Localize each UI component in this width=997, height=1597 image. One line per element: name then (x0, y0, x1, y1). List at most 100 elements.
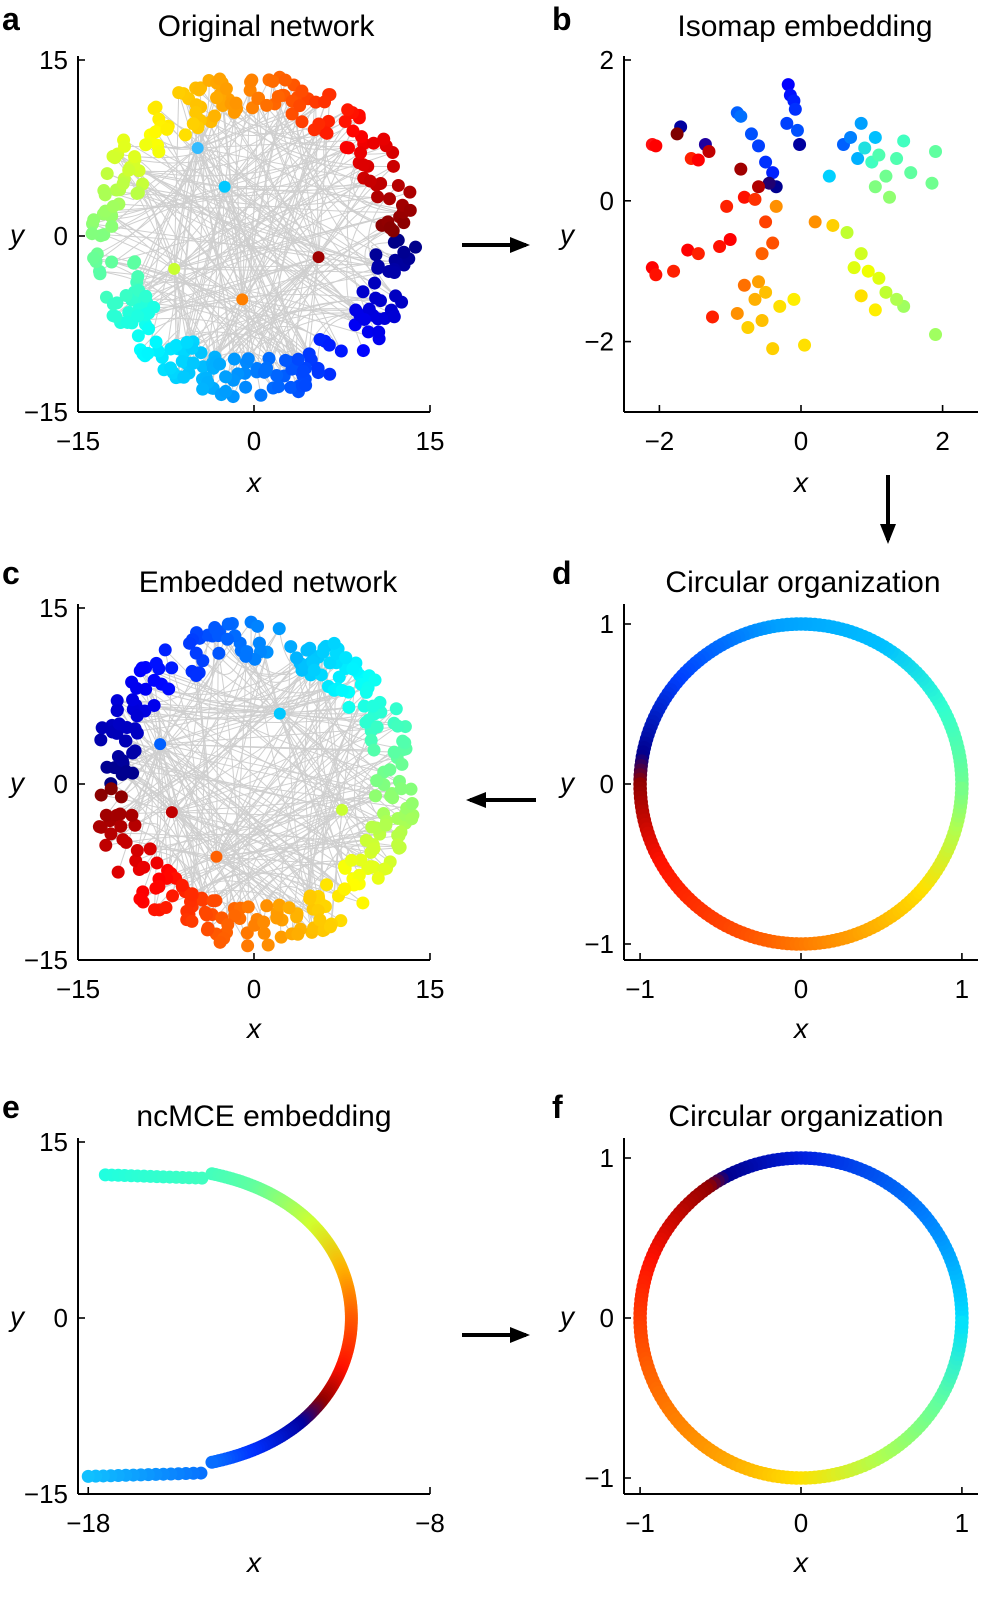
network-edge (257, 626, 354, 879)
panel-b: b Isomap embedding −2 0 2 −2 0 2 x y (552, 1, 978, 498)
data-point (890, 152, 904, 166)
network-node (274, 930, 288, 944)
y-tick-label: −1 (584, 1463, 614, 1493)
network-node (397, 245, 411, 259)
network-edge (135, 744, 161, 861)
x-tick-label: 0 (794, 974, 808, 1004)
network-node (186, 117, 200, 131)
network-edge (99, 270, 214, 369)
network-edge (125, 209, 411, 296)
network-node (396, 734, 410, 748)
y-tick-label: 15 (39, 593, 68, 623)
network-node (99, 838, 113, 852)
network-edge (353, 164, 404, 213)
network-node (284, 640, 298, 654)
network-node (291, 927, 305, 941)
network-node (100, 760, 114, 774)
network-edge (216, 648, 325, 857)
network-node (322, 338, 336, 352)
network-node (339, 651, 353, 665)
network-node (239, 649, 253, 663)
arrow-head (510, 237, 530, 253)
data-point (737, 190, 751, 204)
network-node (359, 685, 373, 699)
network-edge (144, 710, 195, 894)
hub-node (218, 180, 231, 193)
x-tick-label: −1 (625, 974, 655, 1004)
network-edge (105, 210, 243, 300)
network-node (111, 865, 125, 879)
network-node (377, 132, 391, 146)
arrow-head (466, 792, 486, 808)
data-point (691, 247, 705, 261)
x-tick-label: −8 (415, 1508, 445, 1538)
network-edge (144, 710, 376, 797)
network-edge (106, 657, 347, 816)
data-point (769, 199, 783, 213)
curve-node (81, 1469, 95, 1483)
network-node (147, 698, 161, 712)
network-node (228, 909, 242, 923)
y-tick-label: −15 (24, 1479, 68, 1509)
network-node (221, 617, 235, 631)
network-node (320, 878, 334, 892)
network-node (219, 370, 233, 384)
network-edge (219, 222, 404, 365)
network-node (213, 357, 227, 371)
network-node (387, 266, 401, 280)
network-node (193, 82, 207, 96)
network-edge (160, 726, 406, 745)
network-node (323, 920, 337, 934)
network-node (368, 673, 382, 687)
network-node (391, 719, 405, 733)
network-edge (111, 215, 175, 270)
data-point (752, 139, 766, 153)
data-point (748, 292, 762, 306)
network-edge (117, 103, 276, 159)
network-node (93, 267, 107, 281)
network-node (285, 107, 299, 121)
network-edge (216, 749, 375, 858)
network-node (158, 643, 172, 657)
data-point (752, 275, 766, 289)
network-edge (212, 112, 353, 369)
panel-f: f Circular organization −1 0 1 −1 0 1 x y (552, 1089, 978, 1578)
network-node (98, 188, 112, 202)
network-node (364, 860, 378, 874)
y-tick-label: 1 (600, 609, 614, 639)
data-point (720, 199, 734, 213)
data-point (723, 233, 737, 247)
network-node (342, 700, 356, 714)
network-node (118, 139, 132, 153)
network-node (131, 270, 145, 284)
network-node (128, 255, 142, 269)
network-node (403, 203, 417, 217)
network-edge (224, 186, 319, 373)
network-node (290, 651, 304, 665)
data-point (706, 310, 719, 324)
network-node (371, 871, 385, 885)
network-node (254, 388, 268, 402)
network-node (199, 908, 213, 922)
network-edge (147, 331, 270, 359)
network-edge (191, 780, 400, 907)
y-tick-label: −15 (24, 945, 68, 975)
data-point (781, 78, 795, 92)
data-point (858, 141, 872, 155)
panel-letter: f (552, 1089, 563, 1125)
y-tick-label: 0 (54, 1303, 68, 1333)
network-node (219, 384, 233, 398)
network-edge (134, 822, 161, 851)
data-point (808, 215, 822, 229)
data-point (883, 190, 896, 204)
x-axis-label: x (792, 1547, 809, 1578)
network-edge (215, 634, 242, 909)
data-point (854, 289, 868, 303)
data-point (844, 130, 858, 144)
network-edge (227, 684, 362, 925)
x-tick-label: 1 (955, 1508, 969, 1538)
x-axis-label: x (792, 1013, 809, 1044)
network-node (278, 73, 292, 87)
data-point (681, 243, 695, 257)
network-node (239, 380, 253, 394)
